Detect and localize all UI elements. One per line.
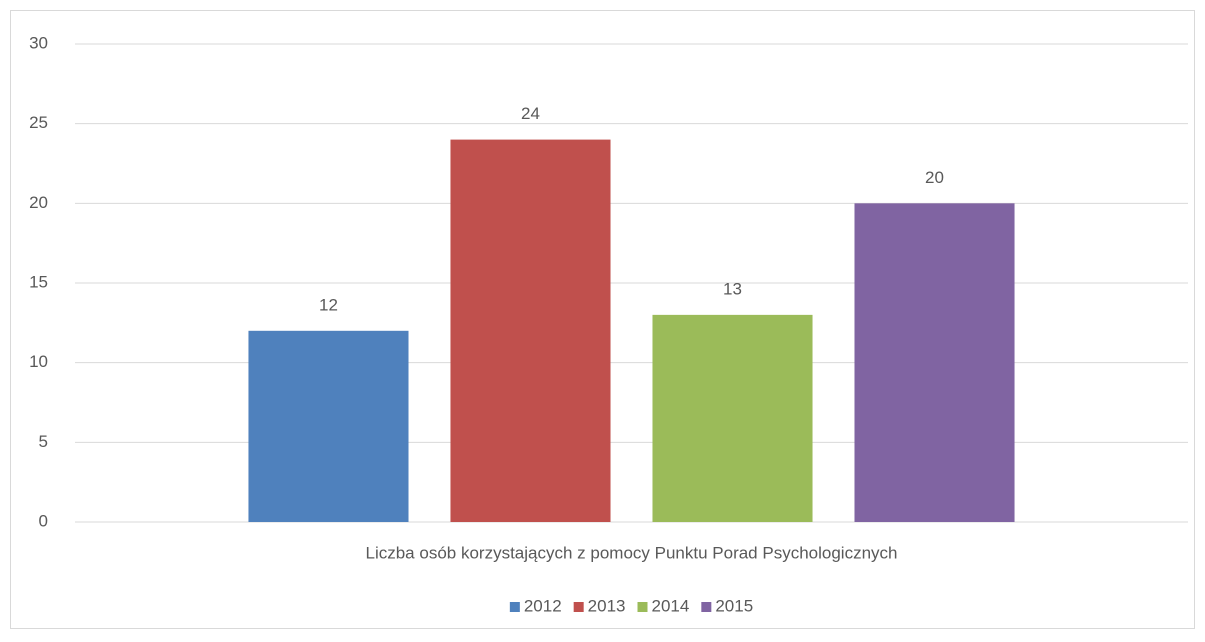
x-tick-label: Liczba osób korzystających z pomocy Punk…	[366, 543, 898, 562]
bar	[450, 139, 611, 522]
legend-label: 2015	[715, 596, 753, 615]
legend-label: 2014	[652, 596, 690, 615]
y-tick-label: 25	[29, 113, 48, 132]
data-label: 24	[521, 104, 540, 123]
bar	[854, 203, 1015, 523]
legend-label: 2013	[588, 596, 626, 615]
y-tick-label: 0	[39, 511, 48, 530]
data-label: 12	[319, 295, 338, 314]
y-tick-label: 5	[39, 432, 48, 451]
legend-swatch	[637, 602, 648, 612]
y-tick-label: 20	[29, 193, 48, 212]
legend-swatch	[573, 602, 584, 612]
legend-swatch	[509, 602, 520, 612]
legend-item: 2014	[637, 596, 690, 615]
y-tick-label: 15	[29, 272, 48, 291]
legend-item: 2012	[509, 596, 562, 615]
legend-item: 2015	[701, 596, 753, 615]
legend-label: 2012	[524, 596, 562, 615]
bar	[248, 330, 409, 522]
legend-item: 2013	[573, 596, 626, 615]
data-label: 13	[723, 279, 742, 298]
data-label: 20	[925, 168, 944, 187]
y-tick-label: 10	[29, 352, 48, 371]
legend-swatch	[701, 602, 712, 612]
y-tick-label: 30	[29, 33, 48, 52]
bar	[652, 314, 813, 522]
